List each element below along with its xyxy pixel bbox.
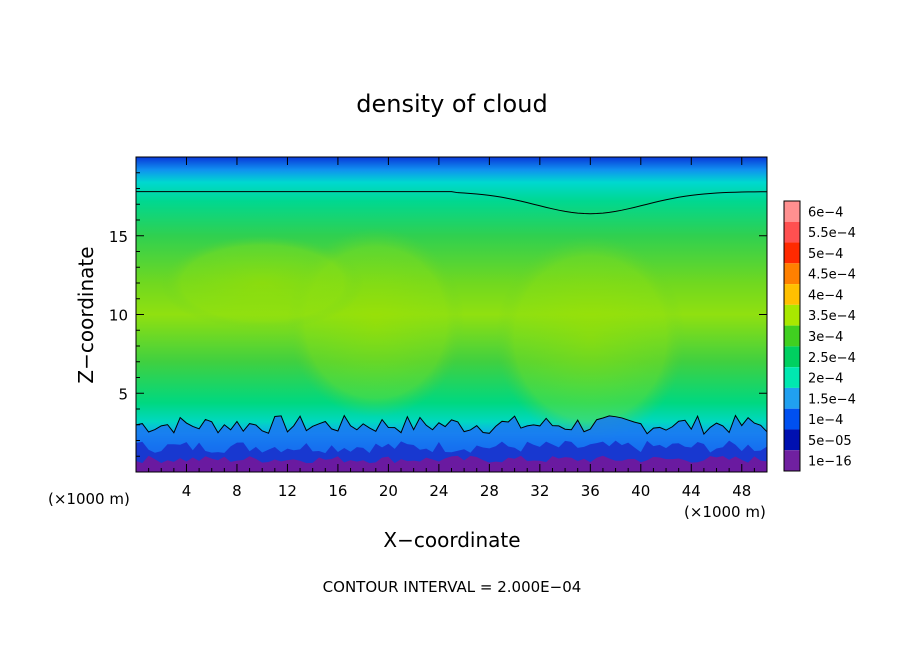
y-axis-label: Z−coordinate bbox=[74, 246, 98, 383]
colorbar-label: 1e−4 bbox=[808, 413, 843, 428]
colorbar-label: 2.5e−4 bbox=[808, 351, 856, 366]
colorbar-label: 2e−4 bbox=[808, 372, 843, 387]
x-unit-label-right: (×1000 m) bbox=[684, 503, 766, 521]
y-tick-label: 15 bbox=[109, 228, 128, 246]
colorbar-label: 5.5e−4 bbox=[808, 226, 856, 241]
x-tick-label: 16 bbox=[328, 482, 347, 500]
colorbar-swatch bbox=[784, 304, 800, 326]
colorbar-swatch bbox=[784, 325, 800, 347]
x-unit-label-left: (×1000 m) bbox=[48, 490, 130, 508]
colorbar-swatch bbox=[784, 367, 800, 388]
colorbar: 6e−4 5.5e−4 5e−4 4.5e−4 4e−4 3.5e−4 3e−4 2.5e−4… bbox=[783, 200, 856, 472]
x-tick-label: 4 bbox=[182, 482, 192, 500]
x-tick-label: 12 bbox=[278, 482, 297, 500]
colorbar-swatch bbox=[784, 346, 800, 368]
colorbar-label: 4.5e−4 bbox=[808, 268, 856, 283]
x-tick-label: 32 bbox=[530, 482, 549, 500]
contour-line-upper bbox=[136, 191, 767, 215]
colorbar-label: 4e−4 bbox=[808, 288, 843, 303]
updraft-bubble bbox=[161, 235, 364, 331]
x-tick-label: 8 bbox=[232, 482, 242, 500]
colorbar-swatch bbox=[784, 263, 800, 285]
colorbar-label: 3e−4 bbox=[808, 330, 843, 345]
colorbar-swatch bbox=[784, 201, 800, 222]
x-tick-label: 48 bbox=[732, 482, 751, 500]
colorbar-swatch bbox=[784, 221, 800, 243]
colorbar-swatch bbox=[784, 408, 800, 430]
colorbar-swatch bbox=[784, 450, 800, 471]
y-tick-label: 5 bbox=[118, 385, 128, 403]
colorbar-label: 3.5e−4 bbox=[808, 309, 856, 324]
y-tick-label: 10 bbox=[109, 307, 128, 325]
colorbar-swatch bbox=[784, 242, 800, 264]
colorbar-label: 5e−4 bbox=[808, 247, 843, 262]
plot-area bbox=[136, 157, 767, 472]
colorbar-swatch bbox=[784, 429, 800, 451]
contour-line-low bbox=[136, 414, 767, 436]
colorbar-label: 1e−16 bbox=[808, 455, 852, 470]
updraft-bubble bbox=[495, 235, 685, 441]
x-tick-label: 40 bbox=[631, 482, 650, 500]
colorbar-swatch bbox=[784, 387, 800, 409]
x-tick-label: 44 bbox=[682, 482, 701, 500]
x-tick-label: 20 bbox=[379, 482, 398, 500]
contour-interval-note: CONTOUR INTERVAL = 2.000E−04 bbox=[323, 578, 582, 596]
chart-title: density of cloud bbox=[356, 90, 547, 118]
colorbar-frame bbox=[783, 200, 801, 472]
colorbar-label: 5e−05 bbox=[808, 434, 852, 449]
x-tick-label: 28 bbox=[480, 482, 499, 500]
colorbar-label: 1.5e−4 bbox=[808, 392, 856, 407]
colorbar-label: 6e−4 bbox=[808, 205, 843, 220]
x-tick-label: 24 bbox=[429, 482, 448, 500]
x-tick-label: 36 bbox=[581, 482, 600, 500]
surface-minimum-band bbox=[136, 455, 767, 472]
colorbar-swatch bbox=[784, 284, 800, 305]
x-axis-label: X−coordinate bbox=[383, 528, 520, 552]
